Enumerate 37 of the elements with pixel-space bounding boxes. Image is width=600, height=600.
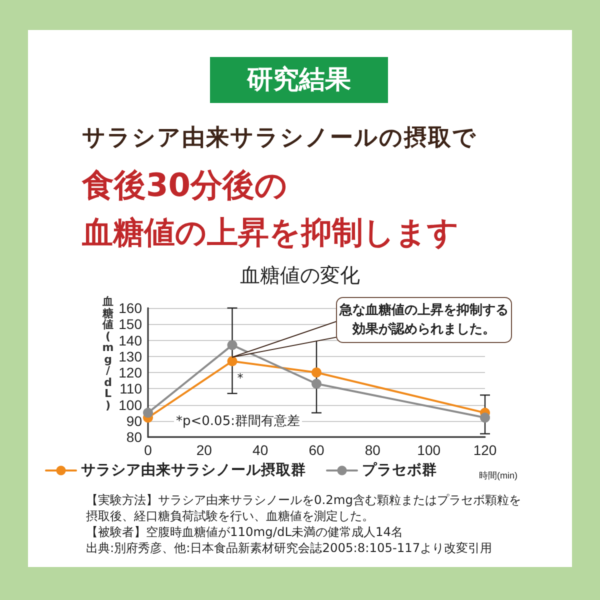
y-tick-label: 150 xyxy=(118,316,142,332)
point xyxy=(312,368,322,378)
callout-box: 急な血糖値の上昇を抑制する効果が認められました。 xyxy=(336,297,512,343)
x-tick-label: 40 xyxy=(252,442,268,458)
text: 研究結果 xyxy=(210,57,388,103)
x-tick-label: 60 xyxy=(308,442,324,458)
y-tick-label: 160 xyxy=(118,300,142,316)
annotation: * xyxy=(237,370,244,385)
y-tick-label: 130 xyxy=(118,348,142,364)
y-tick-label: 110 xyxy=(120,380,142,397)
x-tick-label: 120 xyxy=(473,442,497,458)
y-tick-label: 80 xyxy=(126,429,142,445)
text: 血糖値の上昇を抑制します xyxy=(82,214,459,253)
point xyxy=(227,340,238,350)
x-tick-label: 100 xyxy=(417,442,441,458)
point xyxy=(480,412,490,423)
x-tick-label: 0 xyxy=(144,442,152,458)
y-tick-label: 140 xyxy=(118,332,142,348)
text: 血糖値(mg/dL) xyxy=(102,295,114,412)
legend-label: サラシア由来サラシノール摂取群 xyxy=(81,462,306,478)
point xyxy=(227,356,238,366)
legend-label: プラセボ群 xyxy=(362,462,437,478)
y-tick-label: 100 xyxy=(118,396,142,413)
text: サラシア由来サラシノールの摂取で xyxy=(82,124,477,153)
y-tick-label: 90 xyxy=(126,412,142,429)
point xyxy=(312,378,322,389)
annotation: *p<0.05:群間有意差 xyxy=(174,412,302,430)
chart-title: 血糖値の変化 xyxy=(239,262,361,289)
x-axis-title: 時間(min) xyxy=(479,470,518,480)
y-tick-label: 120 xyxy=(118,364,142,380)
text: 食後30分後の xyxy=(82,165,288,206)
x-tick-label: 80 xyxy=(364,442,381,458)
point xyxy=(143,408,153,418)
text: 【被験者】空腹時血糖値が110mg/dL未満の健常成人14名 xyxy=(86,524,404,540)
source-note: 出典:別府秀彦、他:日本食品新素材研究会誌2005:8:105-117より改変引用 xyxy=(86,540,494,556)
x-tick-label: 20 xyxy=(196,442,212,458)
text: 【実験方法】サラシア由来サラシノールを0.2mg含む顆粒またはプラセボ顆粒を摂取後、経口糖負荷試験を行い、血糖値を測定した。 xyxy=(86,492,522,524)
